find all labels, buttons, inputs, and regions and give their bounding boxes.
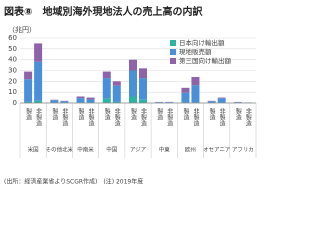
- bar-segment: [139, 99, 147, 103]
- x-tick-label: 製造: [51, 107, 58, 121]
- x-tick-label: 非製造: [244, 107, 251, 127]
- x-tick-label: 製造: [182, 107, 189, 121]
- bar-segment: [34, 100, 43, 103]
- bar-segment: [112, 85, 121, 102]
- bar-segment: [50, 100, 59, 103]
- bar-segment: [217, 97, 226, 99]
- bar-segment: [191, 85, 200, 103]
- x-tick-label: 製造: [77, 107, 84, 121]
- x-tick-label: 製造: [130, 107, 137, 121]
- group-label: オセアニア: [203, 147, 231, 154]
- bar-segment: [112, 81, 121, 86]
- bar-segment: [129, 96, 137, 103]
- bar-segment: [102, 71, 111, 79]
- y-axis-label: （兆円）: [8, 25, 36, 34]
- bar-segment: [86, 99, 95, 103]
- bar-segment: [76, 96, 85, 99]
- legend-swatch: [170, 40, 176, 46]
- x-tick-label: 非製造: [61, 107, 68, 127]
- bar-segment: [34, 61, 43, 101]
- bar-segment: [102, 78, 111, 99]
- bar-segment: [34, 43, 43, 62]
- legend-label: 日本向け輸出額: [179, 38, 225, 47]
- bar-segment: [181, 87, 190, 93]
- bar-segment: [112, 101, 121, 103]
- group-label: その他北米: [46, 146, 74, 154]
- y-tick-label: 50: [8, 45, 17, 53]
- bar-segment: [102, 98, 111, 103]
- x-tick-label: 非製造: [192, 107, 199, 127]
- bar-segment: [86, 97, 95, 100]
- legend-label: 現地販売額: [179, 47, 212, 56]
- bar-segment: [50, 99, 59, 101]
- bar-segment: [191, 77, 200, 86]
- bar-segment: [233, 102, 242, 103]
- x-tick-label: 製造: [234, 107, 241, 121]
- bar-segment: [155, 102, 164, 103]
- x-tick-label: 製造: [156, 107, 163, 121]
- bar-segment: [24, 71, 33, 80]
- x-tick-label: 製造: [25, 107, 32, 121]
- bar-segment: [165, 102, 174, 103]
- bar-segment: [129, 59, 137, 71]
- bar-segment: [217, 98, 226, 103]
- chart: 図表⑧ 地域別海外現地法人の売上高の内訳 （兆円） (出所：経済産業省よりSCG…: [4, 5, 257, 186]
- chart-title: 図表⑧ 地域別海外現地法人の売上高の内訳: [4, 5, 203, 18]
- x-tick-label: 非製造: [113, 107, 120, 127]
- y-tick-label: 10: [8, 88, 17, 96]
- y-tick-label: 40: [8, 56, 17, 64]
- x-tick-label: 非製造: [166, 107, 173, 127]
- group-label: 中国: [106, 146, 118, 154]
- group-label: 中南米: [77, 146, 94, 154]
- group-label: アフリカ: [232, 147, 254, 154]
- legend-swatch: [170, 49, 176, 55]
- group-label: アジア: [130, 147, 147, 154]
- bar-segment: [24, 101, 33, 103]
- group-label: 欧州: [185, 146, 196, 154]
- y-tick-label: 0: [13, 99, 17, 107]
- footnote: (出所：経済産業省よりSCGR作成) (注) 2019年度: [4, 178, 143, 186]
- bar-segment: [139, 68, 147, 79]
- bar-segment: [181, 92, 190, 103]
- bar-segment: [60, 101, 69, 103]
- x-tick-label: 非製造: [87, 107, 94, 127]
- x-tick-label: 製造: [208, 107, 215, 121]
- x-tick-label: 非製造: [35, 107, 42, 127]
- bar-segment: [76, 98, 85, 103]
- x-tick-label: 非製造: [218, 107, 225, 127]
- x-tick-label: 非製造: [140, 107, 147, 127]
- bar-segment: [139, 78, 147, 100]
- x-tick-label: 製造: [103, 107, 110, 121]
- y-tick-label: 60: [8, 34, 17, 42]
- bar-segment: [207, 101, 216, 103]
- group-label: 米国: [28, 146, 40, 154]
- group-label: 中東: [159, 146, 171, 154]
- bar-segment: [129, 70, 137, 97]
- y-tick-label: 30: [8, 67, 17, 75]
- y-tick-label: 20: [8, 77, 17, 85]
- legend-label: 第三国向け輸出額: [179, 56, 232, 65]
- legend-swatch: [170, 58, 176, 64]
- bar-segment: [24, 79, 33, 102]
